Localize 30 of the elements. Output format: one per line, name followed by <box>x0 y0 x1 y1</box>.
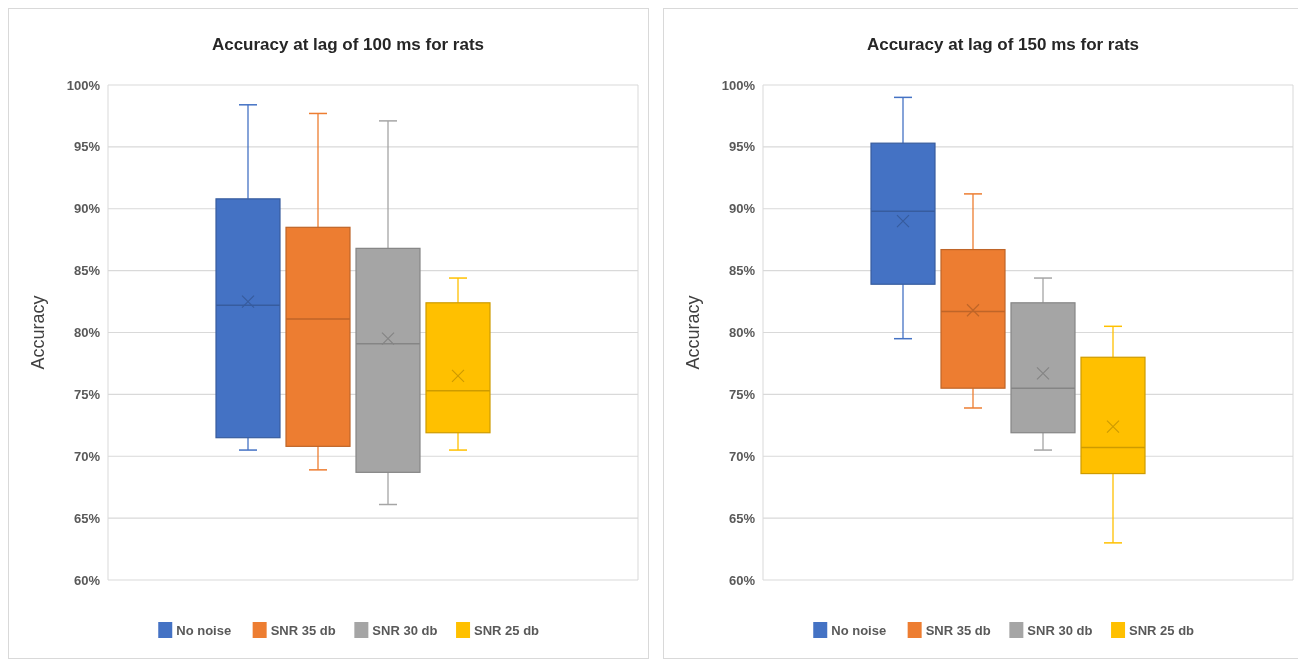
y-tick-label: 80% <box>73 325 101 341</box>
y-tick-label: 90% <box>73 201 101 217</box>
y-tick-label: 75% <box>728 386 756 402</box>
legend-label: SNR 30 db <box>1027 622 1093 638</box>
legend-label: SNR 25 db <box>1129 622 1195 638</box>
y-axis-title: Accuracy <box>683 295 703 370</box>
y-tick-label: 100% <box>721 77 756 93</box>
y-tick-label: 90% <box>728 201 756 217</box>
y-tick-label: 95% <box>728 139 756 155</box>
chart-title: Accuracy at lag of 150 ms for rats <box>866 35 1140 54</box>
legend-label: SNR 30 db <box>372 622 438 638</box>
y-tick-label: 75% <box>73 386 101 402</box>
y-tick-label: 70% <box>73 448 101 464</box>
y-tick-label: 85% <box>728 263 756 279</box>
legend-label: No noise <box>176 622 232 638</box>
y-tick-label: 95% <box>73 139 101 155</box>
y-tick-label: 60% <box>728 572 756 588</box>
legend-label: SNR 25 db <box>474 622 540 638</box>
legend-label: No noise <box>831 622 887 638</box>
y-tick-label: 80% <box>728 325 756 341</box>
legend-label: SNR 35 db <box>270 622 336 638</box>
y-tick-label: 65% <box>728 510 756 526</box>
y-tick-label: 100% <box>66 77 101 93</box>
legend-label: SNR 35 db <box>925 622 991 638</box>
y-tick-label: 85% <box>73 263 101 279</box>
y-tick-label: 60% <box>73 572 101 588</box>
y-tick-label: 70% <box>728 448 756 464</box>
chart-title: Accuracy at lag of 100 ms for rats <box>211 35 485 54</box>
y-axis-title: Accuracy <box>28 295 48 370</box>
y-tick-label: 65% <box>73 510 101 526</box>
